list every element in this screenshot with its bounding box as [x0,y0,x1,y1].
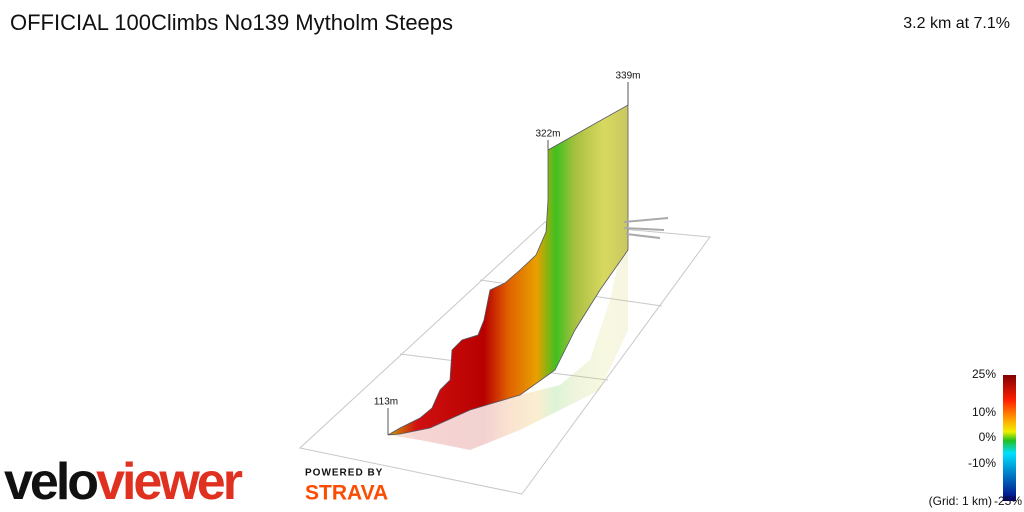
partner-logo: STRAVA [305,482,388,505]
legend-tick: 0% [979,430,997,444]
elevation-label: 113m [374,397,398,408]
wind-marks [623,217,669,239]
legend-tick: 25% [972,367,996,381]
grid-note: (Grid: 1 km) [929,494,992,508]
powered-by: POWERED BY [305,468,383,479]
legend-bar [1003,375,1016,501]
elevation-label: 339m [615,71,640,82]
logo-part: viewer [96,453,243,511]
elevation-ribbon [387,104,629,436]
legend-tick: -10% [968,456,996,470]
legend-tick: 10% [972,405,996,419]
logo: veloviewer [4,453,243,511]
grid-floor [298,221,711,495]
legend-tick: -25% [994,494,1022,508]
summary: 3.2 km at 7.1% [903,15,1010,32]
title: OFFICIAL 100Climbs No139 Mytholm Steeps [10,10,453,35]
elevation-label: 322m [535,129,560,140]
logo-part: velo [4,453,97,511]
